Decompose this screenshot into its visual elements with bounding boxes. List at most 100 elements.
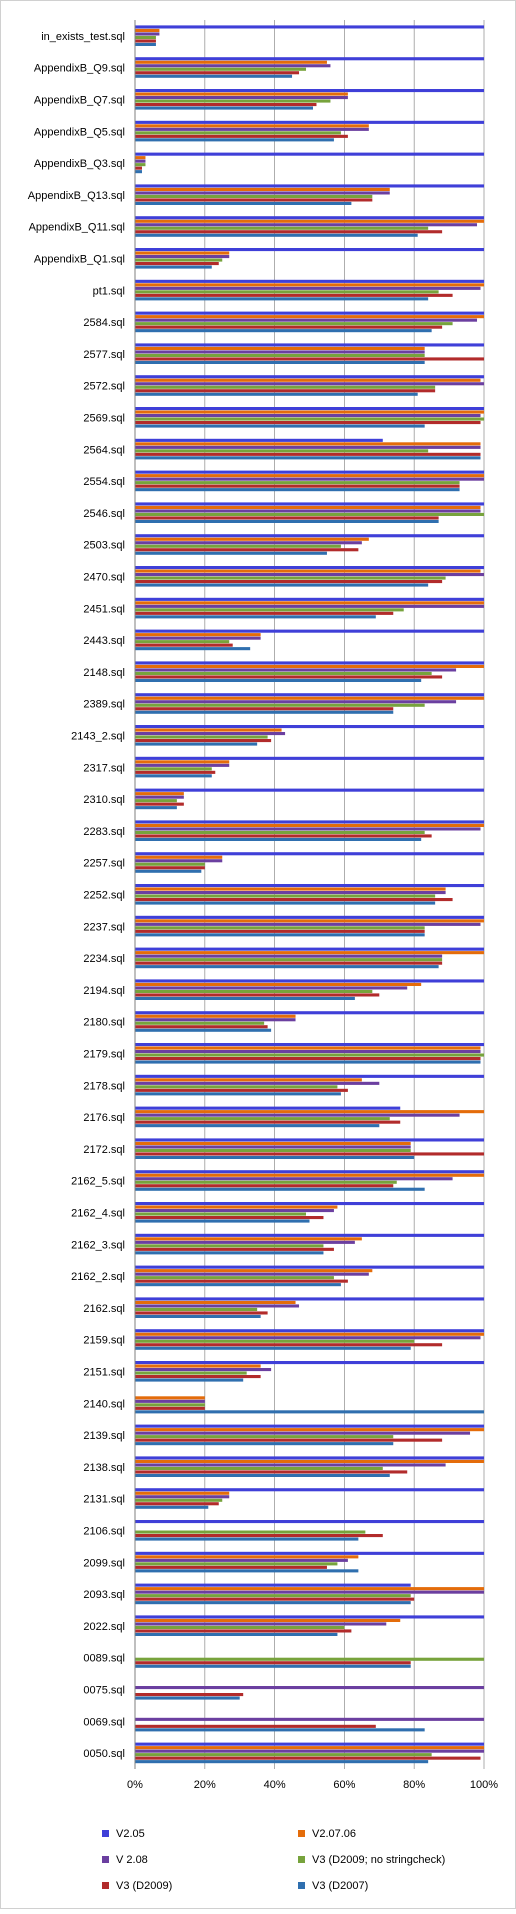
bar (135, 770, 216, 774)
bar (135, 767, 212, 771)
category-label: 0069.sql (83, 1716, 125, 1728)
bar (135, 1300, 296, 1304)
bar (135, 198, 373, 202)
legend-swatch (102, 1830, 109, 1837)
bar (135, 156, 146, 160)
bar (135, 1046, 481, 1050)
bar (135, 1170, 484, 1174)
legend-swatch (298, 1830, 305, 1837)
bar (135, 633, 261, 637)
bar (135, 293, 453, 297)
bar (135, 92, 348, 96)
bar (135, 1124, 380, 1128)
bar (135, 1615, 484, 1619)
category-label: 2139.sql (83, 1430, 125, 1442)
category-label: 2176.sql (83, 1112, 125, 1124)
bar (135, 57, 484, 61)
bar (135, 230, 443, 234)
bar (135, 96, 348, 100)
bar (135, 1011, 484, 1015)
bar (135, 353, 425, 357)
bar (135, 318, 478, 322)
bar (135, 891, 446, 895)
bar (135, 1364, 261, 1368)
bar (135, 417, 484, 421)
category-label: 2283.sql (83, 826, 125, 838)
bar (135, 834, 432, 838)
bar (135, 1498, 223, 1502)
bar (135, 1601, 411, 1605)
bar (135, 929, 425, 933)
category-label: 2443.sql (83, 635, 125, 647)
bar (135, 707, 394, 711)
bar (135, 360, 425, 364)
bar (135, 35, 156, 39)
category-label: 2179.sql (83, 1049, 125, 1061)
bar (135, 1269, 373, 1273)
bar (135, 488, 460, 492)
bar (135, 1594, 411, 1598)
bar (135, 1473, 390, 1477)
bar (135, 223, 478, 227)
bar (135, 1113, 460, 1117)
bar (135, 898, 453, 902)
x-tick-label: 0% (127, 1779, 143, 1791)
bar (135, 919, 484, 923)
bar (135, 1304, 300, 1308)
bar (135, 1332, 484, 1336)
bar (135, 1625, 345, 1629)
bar (135, 392, 418, 396)
bar (135, 343, 484, 347)
bar (135, 866, 205, 870)
bar (135, 862, 205, 866)
bar (135, 449, 429, 453)
x-tick-label: 80% (403, 1779, 425, 1791)
bar (135, 265, 212, 269)
bar (135, 551, 327, 555)
bar (135, 1590, 484, 1594)
legend-label: V2.05 (116, 1828, 145, 1840)
bar (135, 742, 258, 746)
bar (135, 1088, 348, 1092)
category-label: 2178.sql (83, 1080, 125, 1092)
category-label: 2143_2.sql (71, 731, 125, 743)
bar (135, 127, 369, 131)
bar (135, 608, 404, 612)
bar (135, 1329, 484, 1333)
bar (135, 756, 484, 760)
bar (135, 262, 219, 266)
bar (135, 106, 313, 110)
bar (135, 763, 230, 767)
bar (135, 1442, 394, 1446)
category-label: 2234.sql (83, 953, 125, 965)
bar (135, 1279, 348, 1283)
bar (135, 1092, 341, 1096)
bar (135, 1756, 481, 1760)
bar (135, 636, 261, 640)
bar (135, 1428, 484, 1432)
bar (135, 728, 282, 732)
bar (135, 661, 484, 665)
bar (135, 1555, 359, 1559)
bar (135, 993, 380, 997)
bar (135, 255, 230, 259)
bar (135, 1438, 443, 1442)
category-label: 0075.sql (83, 1685, 125, 1697)
category-label: AppendixB_Q5.sql (34, 126, 125, 138)
bar (135, 99, 331, 103)
bar (135, 1361, 484, 1365)
category-label: 2151.sql (83, 1367, 125, 1379)
bar (135, 1120, 401, 1124)
legend: V2.05 V2.07.06 V 2.08 V3 (D2009; no stringc… (102, 1828, 445, 1892)
x-tick-label: 60% (333, 1779, 355, 1791)
bar (135, 1622, 387, 1626)
bar (135, 1173, 484, 1177)
bar (135, 74, 293, 78)
bar (135, 152, 484, 156)
bar (135, 382, 484, 386)
x-tick-label: 20% (194, 1779, 216, 1791)
bar (135, 710, 394, 714)
legend-label: V2.07.06 (312, 1828, 356, 1840)
category-label: 0089.sql (83, 1653, 125, 1665)
